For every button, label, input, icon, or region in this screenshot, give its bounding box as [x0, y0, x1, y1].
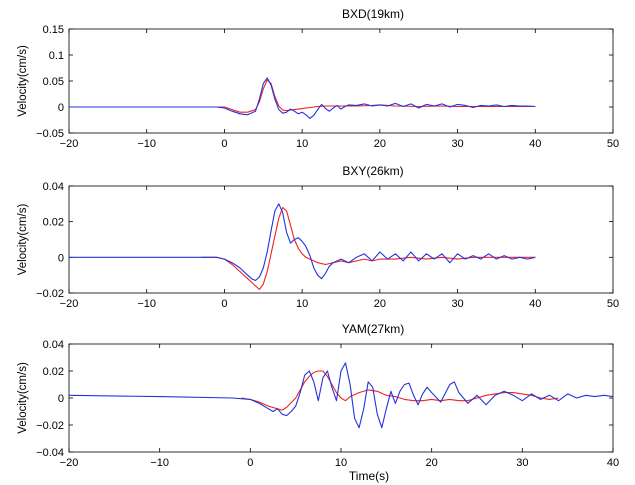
x-tick-label: 50	[607, 138, 619, 150]
x-tick-label: 40	[607, 457, 619, 469]
y-tick-label: 0.04	[43, 181, 64, 193]
plot-frame	[68, 185, 614, 294]
x-tick-label: −10	[150, 457, 169, 469]
series-line-red	[201, 79, 536, 113]
y-tick-label: 0.02	[43, 366, 64, 378]
x-tick-label: 40	[529, 138, 541, 150]
series-line-red	[201, 206, 536, 290]
x-tick-label: 50	[607, 298, 619, 310]
subplot-0: −20 −10 0 10 20 30 40 50 −0.05 0 0.05 0.1 0.15 BXD(19…	[17, 7, 619, 150]
subplot-2: −20 −10 0 10 20 30 40 −0.04 −0.02 0 0.02 0.04 YAM(27…	[17, 322, 619, 483]
subplot-title: BXY(26km)	[342, 164, 403, 178]
x-tick-label: 30	[516, 457, 528, 469]
x-tick-label: 20	[426, 457, 438, 469]
x-tick-label: 0	[221, 138, 227, 150]
y-tick-label: 0.15	[43, 24, 64, 36]
y-tick-label: 0	[58, 393, 64, 405]
y-tick-label: 0.05	[43, 76, 64, 88]
x-axis-label: Time(s)	[349, 469, 389, 483]
x-tick-label: −10	[137, 138, 156, 150]
series-line-blue	[69, 77, 536, 119]
x-tick-label: 20	[374, 138, 386, 150]
y-tick-label: 0.04	[43, 339, 64, 351]
x-tick-label: 0	[247, 457, 253, 469]
y-axis-label: Velocity(cm/s)	[17, 362, 29, 434]
y-tick-label: −0.04	[36, 447, 64, 459]
x-tick-label: −20	[60, 138, 79, 150]
y-tick-label: −0.05	[36, 128, 64, 140]
series-line-blue	[69, 203, 536, 282]
x-tick-label: 30	[451, 138, 463, 150]
x-tick-label: −20	[60, 298, 79, 310]
series-line-blue	[69, 362, 613, 429]
y-axis-label: Velocity(cm/s)	[17, 45, 29, 117]
y-tick-label: −0.02	[36, 288, 64, 300]
x-tick-label: 10	[335, 457, 347, 469]
series-line-red	[241, 370, 559, 411]
subplot-title: YAM(27km)	[342, 322, 404, 336]
y-tick-label: 0.1	[49, 50, 64, 62]
x-tick-label: 20	[374, 298, 386, 310]
y-tick-label: 0.02	[43, 217, 64, 229]
y-tick-label: 0	[58, 102, 64, 114]
x-tick-label: 40	[529, 298, 541, 310]
plot-frame	[68, 28, 614, 134]
x-tick-label: 10	[296, 298, 308, 310]
subplot-title: BXD(19km)	[342, 7, 404, 21]
x-tick-label: 0	[221, 298, 227, 310]
x-tick-label: −20	[60, 457, 79, 469]
x-tick-label: −10	[137, 298, 156, 310]
y-tick-label: −0.02	[36, 420, 64, 432]
x-tick-label: 10	[296, 138, 308, 150]
y-axis-label: Velocity(cm/s)	[17, 204, 29, 276]
x-tick-label: 30	[451, 298, 463, 310]
y-tick-label: 0	[58, 252, 64, 264]
subplot-1: −20 −10 0 10 20 30 40 50 −0.02 0 0.02 0.04 BXY(26km)…	[17, 164, 619, 310]
